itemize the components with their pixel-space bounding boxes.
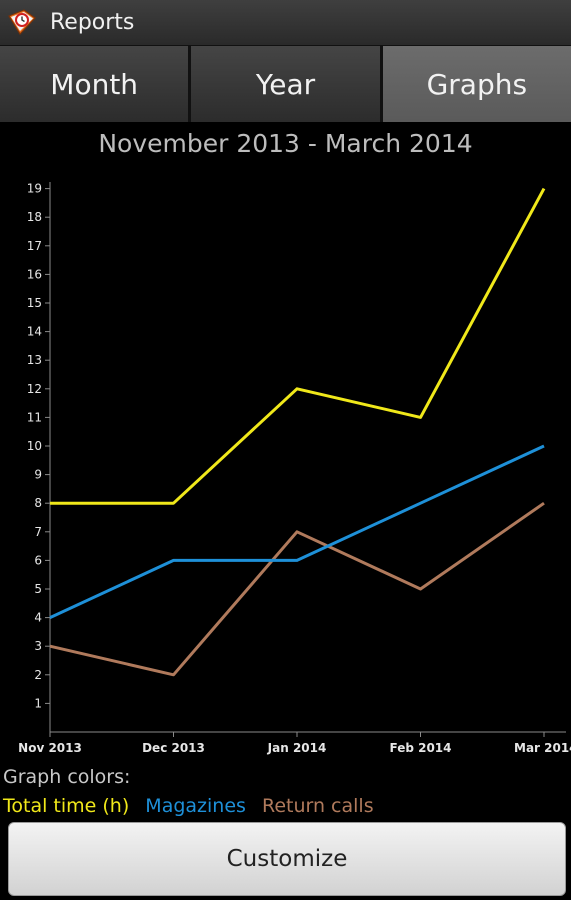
y-tick-label: 15 [27, 296, 42, 310]
y-tick-label: 12 [27, 382, 42, 396]
y-tick-label: 2 [34, 668, 42, 682]
tab-graphs[interactable]: Graphs [382, 46, 571, 122]
y-tick-label: 3 [34, 639, 42, 653]
x-tick-label: Feb 2014 [389, 741, 451, 755]
y-tick-label: 18 [27, 210, 42, 224]
series-line-return-calls [49, 501, 545, 677]
legend-heading: Graph colors: [3, 766, 131, 788]
app-title: Reports [50, 10, 135, 35]
y-tick-label: 11 [27, 410, 42, 424]
y-tick-label: 6 [34, 553, 42, 567]
y-tick-label: 19 [27, 182, 42, 196]
series-line-magazines [49, 444, 545, 619]
y-tick-label: 10 [27, 439, 42, 453]
series-line-total-time [50, 187, 546, 505]
y-tick-label: 14 [27, 325, 42, 339]
y-tick-label: 5 [34, 582, 42, 596]
legend: Total time (h) Magazines Return calls [3, 793, 384, 819]
y-tick-label: 17 [27, 239, 42, 253]
legend-return-calls: Return calls [261, 795, 374, 817]
clock-book-icon [8, 9, 36, 35]
y-tick-label: 16 [27, 267, 42, 281]
x-tick-label: Nov 2013 [18, 741, 82, 755]
y-tick-label: 8 [34, 496, 42, 510]
customize-button[interactable]: Customize [8, 822, 566, 896]
y-tick-label: 13 [27, 353, 42, 367]
tab-month[interactable]: Month [0, 46, 192, 122]
x-tick-label: Jan 2014 [267, 741, 327, 755]
y-tick-label: 1 [34, 696, 42, 710]
y-tick-label: 9 [34, 468, 42, 482]
chart-title: November 2013 - March 2014 [98, 129, 473, 158]
legend-magazines: Magazines [145, 795, 246, 817]
tab-year[interactable]: Year [191, 46, 383, 122]
title-bar: Reports [0, 0, 571, 46]
y-tick-label: 4 [34, 611, 42, 625]
y-tick-label: 7 [34, 525, 42, 539]
x-tick-label: Dec 2013 [142, 741, 205, 755]
tab-bar: Month Year Graphs [0, 46, 571, 122]
legend-total-time: Total time (h) [3, 795, 130, 817]
x-tick-label: Mar 2014 [514, 741, 571, 755]
